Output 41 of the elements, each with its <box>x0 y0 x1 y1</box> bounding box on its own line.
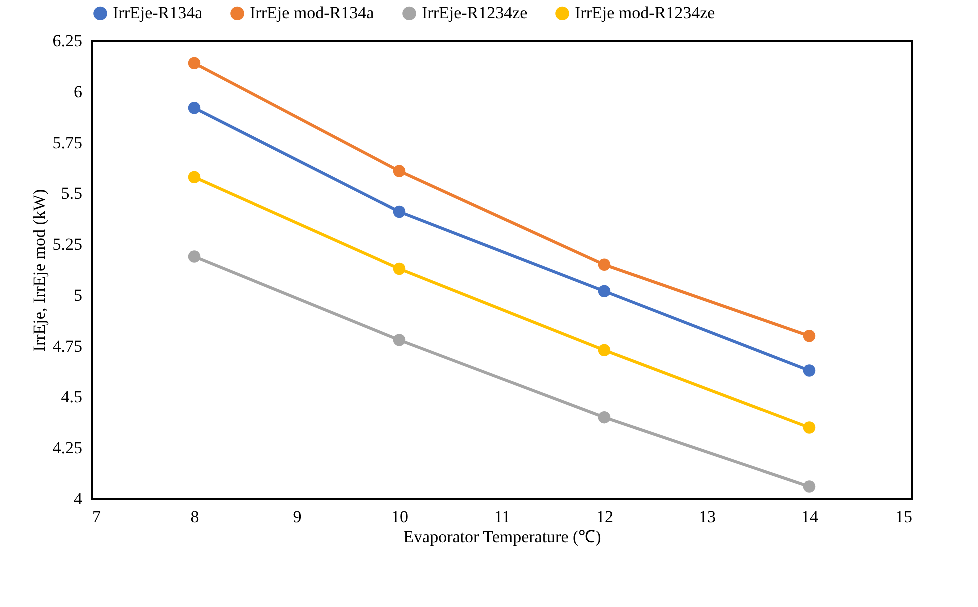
x-tick-label: 10 <box>392 508 408 526</box>
x-tick-label: 8 <box>190 508 200 526</box>
point <box>598 411 611 424</box>
y-axis-title: IrrEje, IrrEje mod (kW) <box>30 189 49 352</box>
y-tick-label: 6.25 <box>52 32 82 50</box>
point <box>803 330 816 342</box>
point <box>188 102 201 114</box>
y-tick-label: 4.25 <box>52 438 82 458</box>
y-tick-label: 5 <box>74 286 82 305</box>
legend-label: IrrEje mod-R1234ze <box>575 4 716 23</box>
x-tick-label: 14 <box>802 508 819 526</box>
y-tick-label: 5.25 <box>52 235 82 254</box>
point <box>598 285 611 298</box>
x-tick-label: 9 <box>293 508 302 526</box>
x-tick-label: 15 <box>896 508 912 526</box>
point <box>803 364 816 377</box>
point <box>393 334 406 346</box>
point <box>803 480 816 493</box>
point <box>598 258 611 272</box>
point <box>393 165 406 178</box>
y-tick-label: 6 <box>74 82 82 102</box>
x-axis-title: Evaporator Temperature (℃) <box>404 528 602 546</box>
point <box>188 250 201 263</box>
legend-label: IrrEje-R1234ze <box>422 4 528 23</box>
x-tick-label: 7 <box>92 508 102 526</box>
x-tick-label: 11 <box>494 508 511 526</box>
x-tick-label: 12 <box>596 508 614 526</box>
legend-label: IrrEje-R134a <box>113 4 204 23</box>
point <box>393 262 406 276</box>
point <box>188 57 201 70</box>
point <box>393 206 406 218</box>
point <box>188 171 201 184</box>
point <box>803 422 816 434</box>
point <box>598 344 611 357</box>
y-tick-label: 5.75 <box>52 133 82 152</box>
y-tick-label: 4.75 <box>52 336 82 356</box>
x-tick-label: 13 <box>699 508 716 526</box>
y-tick-label: 5.5 <box>61 184 82 204</box>
y-tick-label: 4.5 <box>61 388 82 407</box>
y-tick-label: 4 <box>74 490 83 508</box>
legend-label: IrrEje mod-R134a <box>250 4 375 23</box>
